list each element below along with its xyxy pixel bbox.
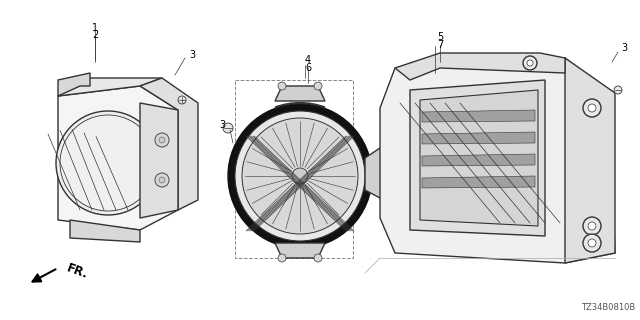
Circle shape xyxy=(314,254,322,262)
Circle shape xyxy=(56,111,160,215)
Circle shape xyxy=(588,222,596,230)
Text: 3: 3 xyxy=(219,120,225,130)
Polygon shape xyxy=(140,78,198,210)
Bar xyxy=(235,80,353,258)
Circle shape xyxy=(155,173,169,187)
Polygon shape xyxy=(422,132,535,144)
Circle shape xyxy=(292,168,308,184)
Text: 5: 5 xyxy=(437,32,443,42)
Circle shape xyxy=(159,137,165,143)
Polygon shape xyxy=(70,220,140,242)
Polygon shape xyxy=(420,90,538,226)
Polygon shape xyxy=(565,58,615,263)
Polygon shape xyxy=(422,154,535,166)
Polygon shape xyxy=(422,110,535,122)
Circle shape xyxy=(159,177,165,183)
Circle shape xyxy=(278,82,286,90)
Polygon shape xyxy=(275,243,325,258)
Circle shape xyxy=(583,234,601,252)
Polygon shape xyxy=(58,73,90,96)
Circle shape xyxy=(527,60,533,66)
Polygon shape xyxy=(58,78,162,96)
Text: 3: 3 xyxy=(621,43,627,53)
Polygon shape xyxy=(275,86,325,101)
Polygon shape xyxy=(58,86,178,230)
Circle shape xyxy=(178,96,186,104)
Polygon shape xyxy=(365,148,388,198)
Circle shape xyxy=(583,99,601,117)
Circle shape xyxy=(228,104,372,248)
Text: 1: 1 xyxy=(92,23,98,33)
Text: 2: 2 xyxy=(92,30,98,40)
Text: FR.: FR. xyxy=(65,261,90,281)
Polygon shape xyxy=(140,103,178,218)
Text: 3: 3 xyxy=(189,50,195,60)
Circle shape xyxy=(242,118,358,234)
Circle shape xyxy=(314,82,322,90)
Polygon shape xyxy=(422,176,535,188)
Circle shape xyxy=(155,133,169,147)
Circle shape xyxy=(223,123,233,133)
Circle shape xyxy=(278,254,286,262)
Polygon shape xyxy=(395,53,565,80)
Text: 4: 4 xyxy=(305,55,311,65)
Circle shape xyxy=(523,56,537,70)
Circle shape xyxy=(60,115,156,211)
Polygon shape xyxy=(410,80,545,236)
Circle shape xyxy=(588,239,596,247)
Polygon shape xyxy=(380,58,615,263)
Text: 6: 6 xyxy=(305,63,311,73)
Circle shape xyxy=(235,111,365,241)
Circle shape xyxy=(583,217,601,235)
Circle shape xyxy=(614,86,622,94)
Text: TZ34B0810B: TZ34B0810B xyxy=(580,303,635,312)
Text: 7: 7 xyxy=(437,40,443,50)
Circle shape xyxy=(588,104,596,112)
